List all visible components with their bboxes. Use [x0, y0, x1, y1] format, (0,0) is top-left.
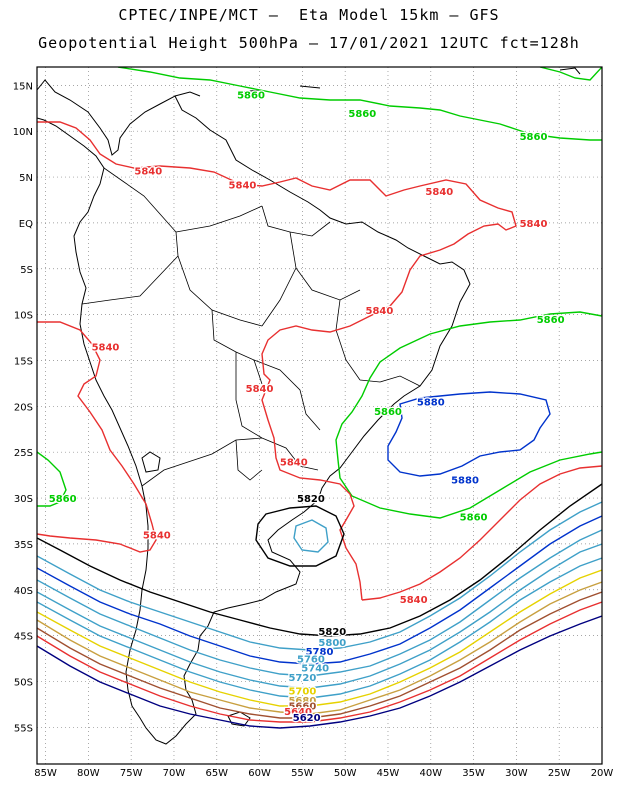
contour-label: 5740	[301, 664, 329, 675]
contour-label: 5640	[284, 707, 312, 718]
contour-label: 5680	[288, 696, 316, 707]
contour-label: 5880	[451, 476, 479, 487]
lon-tick-label: 20W	[591, 768, 614, 779]
lat-tick-label: 5N	[19, 173, 33, 184]
contour-cutoff-inner	[293, 519, 329, 553]
contour-label: 5860	[374, 407, 402, 418]
contour-label: 5840	[400, 595, 428, 606]
contour-label: 5880	[417, 398, 445, 409]
contour-label: 5860	[348, 109, 376, 120]
lon-tick-label: 25W	[548, 768, 571, 779]
contour-5620	[37, 615, 602, 729]
lat-tick-label: 45S	[14, 632, 33, 643]
contour-label: 5860	[537, 315, 565, 326]
lon-tick-label: 35W	[462, 768, 485, 779]
lat-tick-label: 15N	[13, 81, 33, 92]
contour-5860-pacific	[37, 451, 67, 507]
coastline-south-america	[37, 79, 471, 745]
map-title-line1: CPTEC/INPE/MCT – Eta Model 15km – GFS	[118, 6, 500, 24]
contour-label: 5860	[237, 91, 265, 102]
contour-5780	[37, 515, 602, 665]
contour-label: 5780	[306, 647, 334, 658]
coastlines	[37, 67, 581, 745]
lon-tick-label: 45W	[377, 768, 400, 779]
contour-label: 5840	[520, 219, 548, 230]
contour-5820-cutoff-low	[255, 505, 345, 567]
contour-label: 5840	[143, 531, 171, 542]
lat-tick-label: 20S	[14, 402, 33, 413]
contour-5840-north	[37, 121, 517, 601]
contour-label: 5840	[366, 306, 394, 317]
lat-tick-label: 5S	[20, 265, 33, 276]
lon-tick-label: 65W	[205, 768, 228, 779]
contour-label: 5720	[288, 673, 316, 684]
lat-tick-label: 15S	[14, 356, 33, 367]
contour-label: 5860	[520, 132, 548, 143]
map-title-line2: Geopotential Height 500hPa – 17/01/2021 …	[38, 34, 580, 52]
contour-5880	[387, 391, 551, 477]
contour-5860-north	[117, 67, 602, 141]
lon-tick-label: 75W	[120, 768, 143, 779]
lake-titicaca	[141, 451, 161, 473]
contour-label: 5820	[297, 494, 325, 505]
lon-tick-label: 80W	[77, 768, 100, 779]
lat-tick-label: 10N	[13, 127, 33, 138]
contour-label: 5840	[246, 384, 274, 395]
lat-tick-label: 25S	[14, 448, 33, 459]
map-frame	[36, 66, 603, 765]
contour-5760	[37, 529, 602, 677]
contour-label: 5700	[288, 687, 316, 698]
axis-label-group: 85W 80W 75W 70W 65W 60W 55W 50W 45W 40W 35W 30W 25W 2…	[13, 81, 614, 779]
contour-5660	[37, 591, 602, 719]
lon-tick-label: 50W	[334, 768, 357, 779]
contour-5800	[37, 501, 602, 651]
contour-5840-south	[361, 465, 602, 601]
contour-label: 5620	[293, 713, 321, 724]
contour-label-group: 5860 5860 5860 5860 5860 5860 5860 5880 5880 5840…	[48, 89, 566, 725]
lon-tick-label: 70W	[163, 768, 186, 779]
contour-label: 5860	[460, 512, 488, 523]
lat-tick-label: EQ	[19, 219, 33, 230]
lat-tick-label: 35S	[14, 540, 33, 551]
contour-label: 5760	[297, 655, 325, 666]
contour-5860-northeast	[539, 67, 602, 81]
lon-tick-label: 60W	[248, 768, 271, 779]
contour-5820	[37, 483, 602, 637]
contour-5840-west	[37, 321, 157, 553]
contour-label: 5800	[318, 638, 346, 649]
contour-label: 5840	[229, 180, 257, 191]
contour-5740	[37, 543, 602, 689]
lon-tick-label: 30W	[505, 768, 528, 779]
lat-tick-label: 40S	[14, 586, 33, 597]
caribbean-islands	[174, 67, 581, 97]
contour-label: 5840	[134, 167, 162, 178]
lat-tick-label: 30S	[14, 494, 33, 505]
lat-tick-label: 10S	[14, 311, 33, 322]
contour-label: 5660	[288, 701, 316, 712]
contour-5700	[37, 569, 602, 707]
contour-label: 5840	[425, 187, 453, 198]
border-lines	[81, 167, 421, 487]
contour-label: 5820	[318, 627, 346, 638]
lon-tick-label: 55W	[291, 768, 314, 779]
contour-label: 5860	[49, 494, 77, 505]
contour-label: 5840	[92, 343, 120, 354]
contour-label: 5840	[280, 457, 308, 468]
contour-5860-atlantic	[335, 311, 602, 519]
lat-tick-label: 50S	[14, 677, 33, 688]
lon-tick-label: 85W	[34, 768, 57, 779]
lon-tick-label: 40W	[419, 768, 442, 779]
lat-tick-label: 55S	[14, 723, 33, 734]
contour-5640	[37, 601, 602, 723]
contour-5720	[37, 557, 602, 699]
contour-5680	[37, 581, 602, 715]
contour-lines	[37, 67, 602, 729]
